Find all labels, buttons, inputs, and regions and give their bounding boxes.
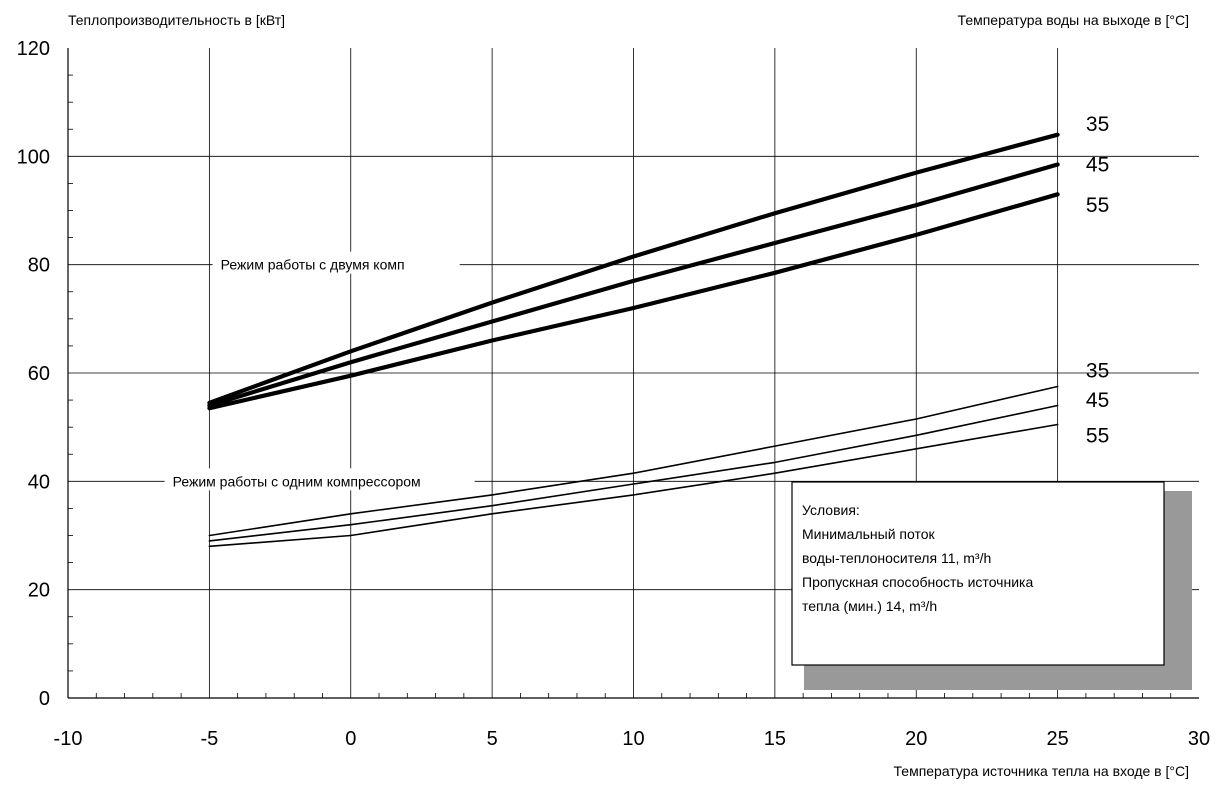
group-label-bg <box>212 251 460 274</box>
annotation-line: воды-теплоносителя 11, m³/h <box>802 550 991 566</box>
series-label-45: 45 <box>1086 153 1109 176</box>
series-label-35: 35 <box>1086 113 1109 136</box>
series-line-45 <box>208 404 1059 542</box>
y-tick-label: 120 <box>17 38 50 60</box>
x-tick-label: 10 <box>622 728 644 750</box>
series-label-45: 45 <box>1086 389 1109 412</box>
x-tick-label: 5 <box>487 728 498 750</box>
x-tick-label: 30 <box>1188 728 1210 750</box>
y-tick-label: 60 <box>28 363 50 385</box>
annotation-line: тепла (мин.) 14, m³/h <box>802 598 937 614</box>
series-label-35: 35 <box>1086 359 1109 382</box>
series-line-35 <box>208 385 1059 537</box>
y-tick-label: 40 <box>28 471 50 493</box>
x-axis-title: Температура источника тепла на входе в [… <box>893 763 1189 779</box>
y-axis-title: Теплопроизводительность в [кВт] <box>68 12 286 28</box>
annotation-title: Условия: <box>802 502 860 518</box>
y-tick-label: 100 <box>17 146 50 168</box>
x-tick-label: 20 <box>905 728 927 750</box>
annotation-box <box>791 481 1165 666</box>
x-tick-label: 15 <box>764 728 786 750</box>
series-label-55: 55 <box>1086 194 1109 217</box>
y-tick-label: 0 <box>39 688 50 710</box>
series-label-55: 55 <box>1086 424 1109 447</box>
annotation-line: Минимальный поток <box>802 526 936 542</box>
y-tick-label: 20 <box>28 580 50 602</box>
x-tick-label: 25 <box>1047 728 1069 750</box>
annotation-line: Пропускная способность источника <box>802 574 1033 590</box>
x-tick-label: -5 <box>200 728 218 750</box>
group-label: Режим работы с одним компрессором <box>173 473 421 489</box>
series-line-35 <box>207 132 1060 405</box>
x-tick-label: -10 <box>54 728 83 750</box>
series-line-55 <box>207 192 1060 411</box>
legend-title: Температура воды на выходе в [°C] <box>957 12 1189 28</box>
group-label-bg <box>164 468 475 491</box>
y-tick-label: 80 <box>28 255 50 277</box>
group-label: Режим работы с двумя комп <box>221 257 405 273</box>
series-line-55 <box>208 423 1059 548</box>
series-line-45 <box>207 162 1060 408</box>
x-tick-label: 0 <box>345 728 356 750</box>
